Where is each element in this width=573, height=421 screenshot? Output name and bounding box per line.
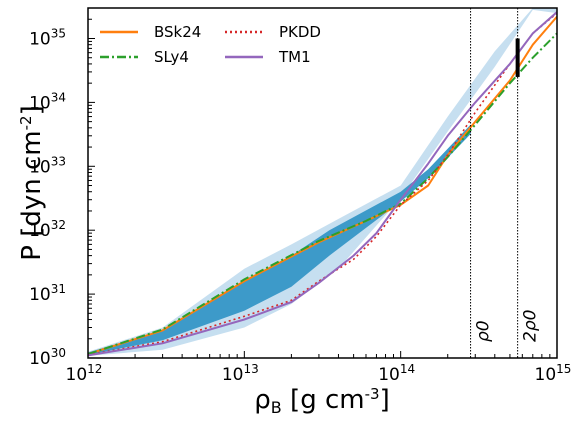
legend-label-tm1: TM1: [278, 48, 311, 66]
series-lines: [88, 11, 557, 357]
y-axis-title: P [dyn cm-2]: [17, 105, 47, 260]
y-tick-label: 1030: [29, 346, 66, 369]
series-line-sly4: [88, 32, 557, 356]
legend-label-sly4: SLy4: [154, 48, 189, 66]
reference-lines: ρ0 2ρ0: [470, 8, 541, 358]
plot-frame: [87, 7, 558, 359]
x-tick-label: 1012: [66, 362, 103, 385]
ref-line-label-0: ρ0: [474, 320, 494, 342]
series-line-bsk24: [88, 15, 557, 356]
band-1: [88, 124, 471, 355]
y-tick-label: 1031: [29, 282, 66, 305]
x-tick-label: 1014: [378, 362, 415, 385]
legend-label-bsk24: BSk24: [154, 23, 201, 41]
band-0: [88, 8, 557, 356]
series-line-pkdd: [88, 12, 557, 356]
x-axis-title: ρB [g cm-3]: [254, 385, 389, 417]
uncertainty-bands: [88, 8, 557, 356]
x-tick-label: 1013: [222, 362, 259, 385]
x-tick-label: 1015: [535, 362, 572, 385]
ref-line-label-1: 2ρ0: [521, 310, 541, 342]
series-line-tm1: [88, 11, 557, 357]
legend-label-pkdd: PKDD: [279, 23, 321, 41]
legend: BSk24 SLy4 PKDD TM1: [100, 23, 321, 66]
y-tick-label: 1035: [29, 26, 66, 49]
